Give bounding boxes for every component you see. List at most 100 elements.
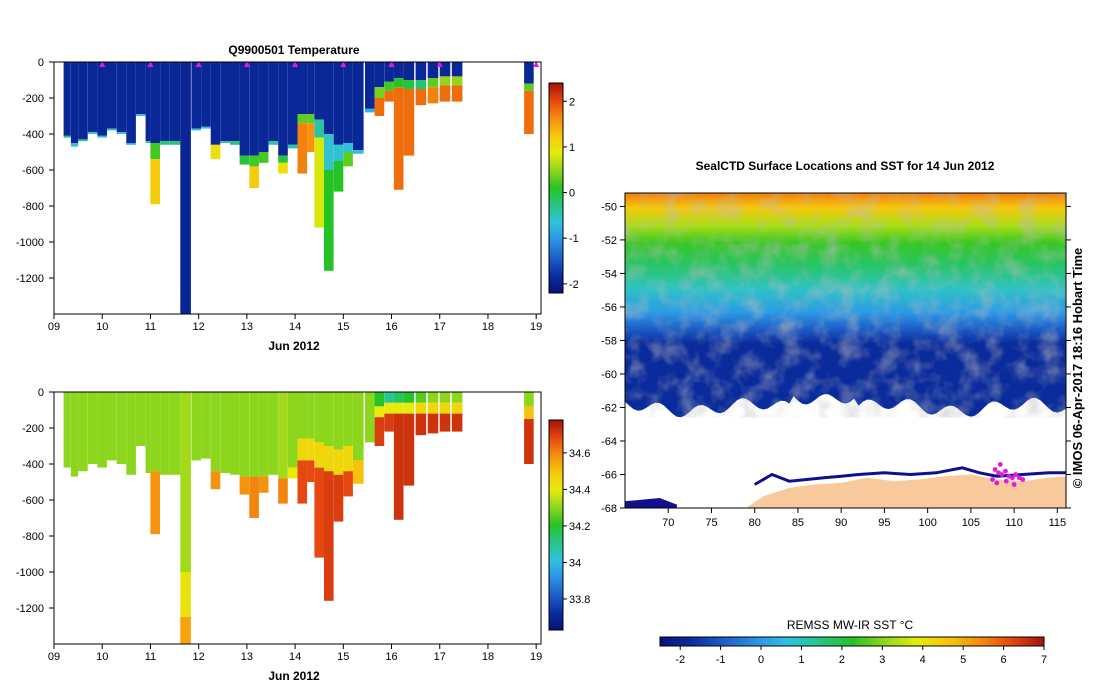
salinity-colorbar	[548, 419, 564, 631]
sst-colorbar-tick-label: 6	[1001, 654, 1007, 666]
profile-segment	[145, 62, 151, 142]
profile-segment	[333, 62, 344, 145]
profile-segment	[324, 392, 334, 446]
map-y-tick-label: -52	[601, 235, 617, 247]
surface-marker	[292, 61, 299, 67]
seal-location	[992, 467, 998, 472]
map-x-tick-label: 115	[1049, 517, 1067, 529]
y-tick-label: -800	[22, 531, 44, 543]
x-tick-label: 11	[145, 651, 156, 663]
profile-segment	[180, 617, 191, 644]
profile-segment	[258, 152, 269, 163]
x-tick-label: 15	[337, 651, 349, 663]
colorbar-tick-label: 34	[569, 557, 581, 569]
y-tick-label: -1000	[16, 237, 44, 249]
x-tick-label: 17	[434, 321, 446, 333]
sst-colorbar	[659, 636, 1045, 647]
profile-segment	[439, 76, 451, 86]
x-tick-label: 13	[241, 321, 253, 333]
map-y-tick-label: -50	[601, 201, 617, 213]
profile-segment	[180, 572, 191, 617]
salinity-xlabel: Jun 2012	[268, 669, 320, 683]
profile-segment	[324, 446, 334, 472]
profile-segment	[150, 143, 160, 160]
profile-segment	[258, 476, 269, 493]
y-tick-label: -1200	[16, 273, 44, 285]
profile-segment	[297, 392, 308, 439]
profile-segment	[324, 134, 334, 170]
map-y-axis: -50 -52 -54 -56 -58 -60 -62 -64 -66 -68	[601, 201, 1071, 515]
x-tick-label: 09	[48, 651, 60, 663]
profile-segment	[353, 460, 364, 484]
colorbar-tick-label: 33.8	[569, 594, 590, 606]
y-tick-label: -400	[22, 459, 44, 471]
profile-segment	[524, 62, 534, 84]
profile-segment	[343, 446, 353, 472]
sst-colorbar-tick-label: -1	[716, 654, 726, 666]
profile-segment	[353, 150, 364, 154]
map-title: SealCTD Surface Locations and SST for 14…	[696, 159, 995, 173]
profile-segment	[415, 89, 427, 106]
profile-segment	[384, 402, 394, 414]
profile-segment	[427, 392, 439, 403]
profile-segment	[150, 159, 160, 205]
profile-segment	[169, 62, 181, 142]
profile-segment	[239, 155, 250, 165]
profile-segment	[249, 62, 259, 156]
temperature-frame	[53, 61, 542, 315]
profile-segment	[220, 62, 230, 142]
profile-segment	[353, 62, 364, 151]
profile-segment	[333, 144, 344, 161]
profile-segment	[374, 406, 385, 418]
profile-segment	[451, 76, 463, 86]
colorbar-tick-label: 34.6	[569, 448, 590, 460]
x-tick-label: 10	[96, 651, 108, 663]
profile-segment	[126, 143, 136, 145]
profile-segment	[136, 114, 146, 116]
profile-segment	[87, 132, 98, 134]
sst-colorbar-tick-label: 1	[798, 654, 804, 666]
sst-colorbar-tick-label: 4	[920, 654, 926, 666]
profile-segment	[180, 392, 191, 572]
profile-segment	[210, 392, 221, 472]
profile-segment	[239, 392, 250, 477]
map-x-tick-label: 85	[792, 517, 804, 529]
profile-segment	[307, 62, 315, 115]
profile-segment	[333, 449, 344, 475]
temperature-surface-markers	[99, 61, 540, 67]
profile-segment	[230, 392, 240, 475]
profile-segment	[258, 392, 269, 477]
surface-marker	[99, 61, 106, 67]
profile-segment	[307, 460, 315, 482]
salinity-colorbar-ticks: 34.6 34.4 34.2 34 33.8	[563, 448, 590, 606]
profile-segment	[451, 85, 463, 102]
profile-segment	[384, 62, 394, 82]
profile-segment	[384, 413, 394, 432]
profile-segment	[210, 62, 221, 145]
profile-segment	[365, 108, 375, 113]
salinity-profiles	[63, 392, 534, 644]
map-x-tick-label: 80	[749, 517, 761, 529]
sst-colorbar-tick-label: 5	[960, 654, 966, 666]
profile-segment	[343, 471, 353, 497]
x-tick-label: 15	[337, 321, 349, 333]
sst-colorbar-label: REMSS MW-IR SST °C	[787, 618, 914, 632]
profile-segment	[353, 392, 364, 461]
x-tick-label: 17	[434, 651, 446, 663]
colorbar-tick-label: 34.4	[569, 484, 590, 496]
x-tick-label: 14	[289, 651, 301, 663]
profile-segment	[63, 62, 71, 136]
colorbar-tick-label: 34.2	[569, 521, 590, 533]
map-y-tick-label: -56	[601, 302, 617, 314]
profile-segment	[107, 128, 117, 131]
profile-segment	[314, 137, 324, 228]
temperature-panel: Q9900501 Temperature 09 10 11 12 13 14 15 16 17 1…	[16, 43, 579, 353]
profile-segment	[384, 392, 394, 403]
profile-segment	[278, 392, 288, 479]
profile-segment	[297, 438, 308, 461]
profile-segment	[403, 392, 415, 403]
profile-segment	[365, 392, 375, 443]
y-tick-label: 0	[38, 387, 44, 399]
profile-segment	[403, 80, 415, 89]
profile-segment	[97, 392, 107, 468]
